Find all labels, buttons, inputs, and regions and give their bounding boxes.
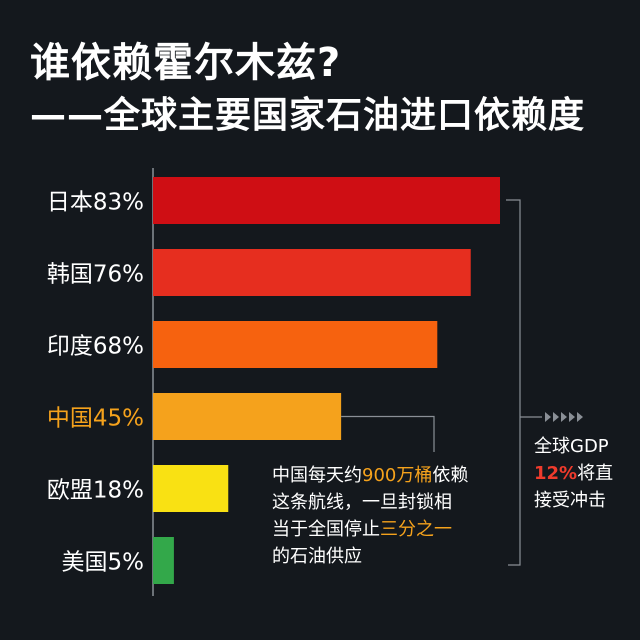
- gdp-annotation-highlight: 12%: [534, 463, 578, 484]
- china-annotation-line4: 的石油供应: [272, 546, 362, 567]
- china-annotation-text: 依赖: [432, 465, 469, 486]
- chart-subtitle: ——全球主要国家石油进口依赖度: [30, 95, 586, 136]
- china-annotation-line3: 当于全国停止三分之一: [272, 516, 504, 543]
- bar: [153, 393, 342, 440]
- category-label: 美国5%: [62, 550, 145, 576]
- gdp-annotation-line3: 接受冲击: [534, 490, 606, 511]
- category-label: 韩国76%: [47, 262, 144, 288]
- china-annotation-highlight-volume: 900万桶: [362, 465, 433, 486]
- impact-arrow-chevron: [553, 412, 559, 422]
- bar: [153, 177, 500, 224]
- china-annotation-line1: 中国每天约900万桶依赖: [272, 462, 504, 489]
- china-annotation: 中国每天约900万桶依赖 这条航线，一旦封锁相 当于全国停止三分之一 的石油供应: [272, 462, 504, 570]
- category-label: 中国45%: [47, 406, 144, 432]
- gdp-annotation: 全球GDP 12%将直 接受冲击: [534, 433, 634, 514]
- chart-title: 谁依赖霍尔木兹?: [30, 40, 342, 86]
- bar: [153, 321, 438, 368]
- impact-arrow-chevron: [545, 412, 551, 422]
- category-label: 欧盟18%: [47, 478, 144, 504]
- china-annotation-line2: 这条航线，一旦封锁相: [272, 492, 452, 513]
- category-label: 印度68%: [47, 334, 144, 360]
- gdp-annotation-line2: 12%将直: [534, 460, 634, 487]
- category-label: 日本83%: [47, 190, 144, 216]
- china-annotation-highlight-fraction: 三分之一: [380, 519, 452, 540]
- impact-bracket: [506, 199, 521, 566]
- china-annotation-text: 当于全国停止: [272, 519, 380, 540]
- impact-arrow-chevron: [577, 412, 583, 422]
- impact-arrow-chevron: [569, 412, 575, 422]
- impact-arrow-chevron: [561, 412, 567, 422]
- bar: [153, 537, 174, 584]
- china-callout-connector: [341, 415, 435, 452]
- bar: [153, 465, 229, 512]
- bar: [153, 249, 471, 296]
- china-annotation-text: 中国每天约: [272, 465, 362, 486]
- gdp-annotation-text: 将直: [577, 463, 614, 484]
- gdp-annotation-line1: 全球GDP: [534, 436, 609, 457]
